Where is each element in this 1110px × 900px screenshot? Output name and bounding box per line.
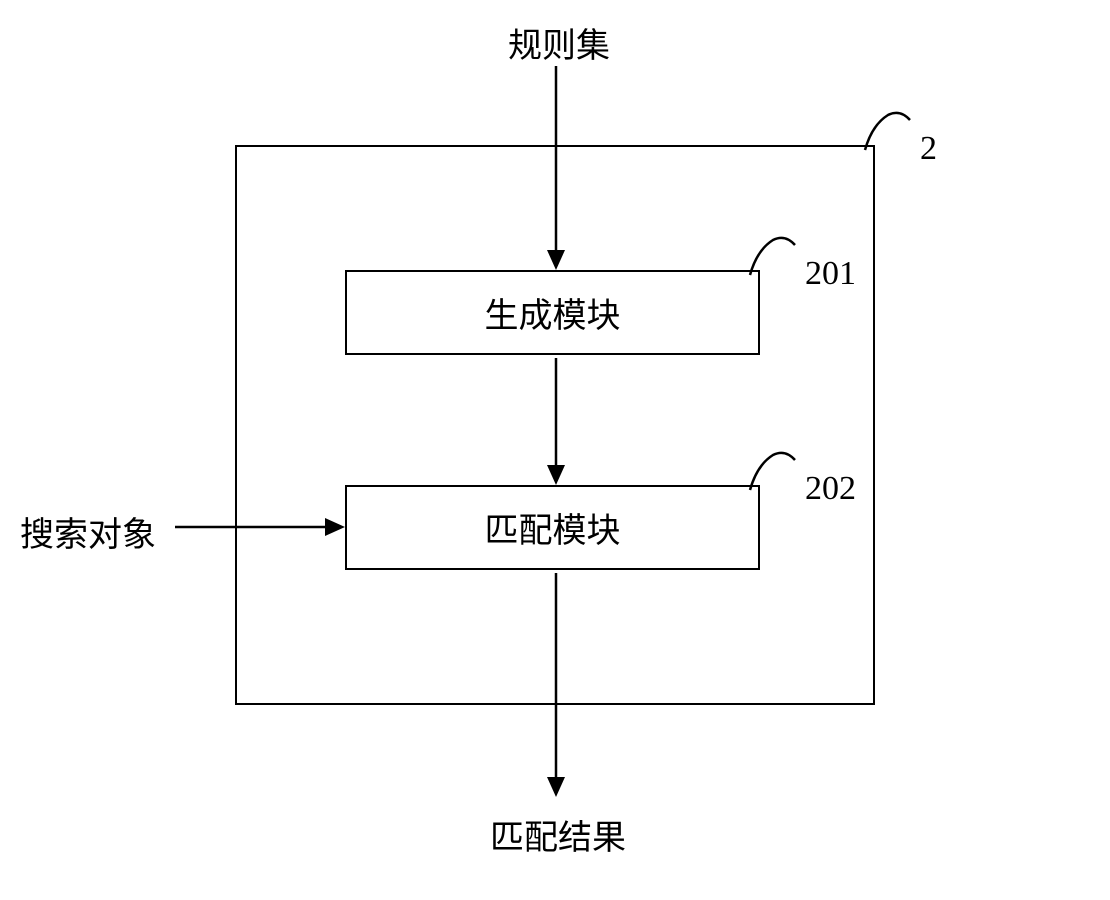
callout-box1 [745,230,805,290]
output-bottom-label: 匹配结果 [490,810,626,859]
input-left-label: 搜索对象 [20,507,156,556]
matching-module-box: 匹配模块 [345,485,760,570]
box2-id-label: 202 [805,470,856,508]
flowchart-diagram: 规则集 搜索对象 匹配结果 生成模块 匹配模块 2 201 [0,0,1110,900]
box2-text: 匹配模块 [485,503,621,552]
arrow-top-to-box1 [540,66,572,270]
arrow-box2-to-output [540,573,572,797]
callout-outer-box [860,105,920,165]
generation-module-box: 生成模块 [345,270,760,355]
input-top-label: 规则集 [508,18,610,67]
box1-text: 生成模块 [485,288,621,337]
callout-box2 [745,445,805,505]
arrow-left-to-box2 [175,511,345,543]
arrow-box1-to-box2 [540,358,572,485]
outer-box-id-label: 2 [920,130,937,168]
box1-id-label: 201 [805,255,856,293]
